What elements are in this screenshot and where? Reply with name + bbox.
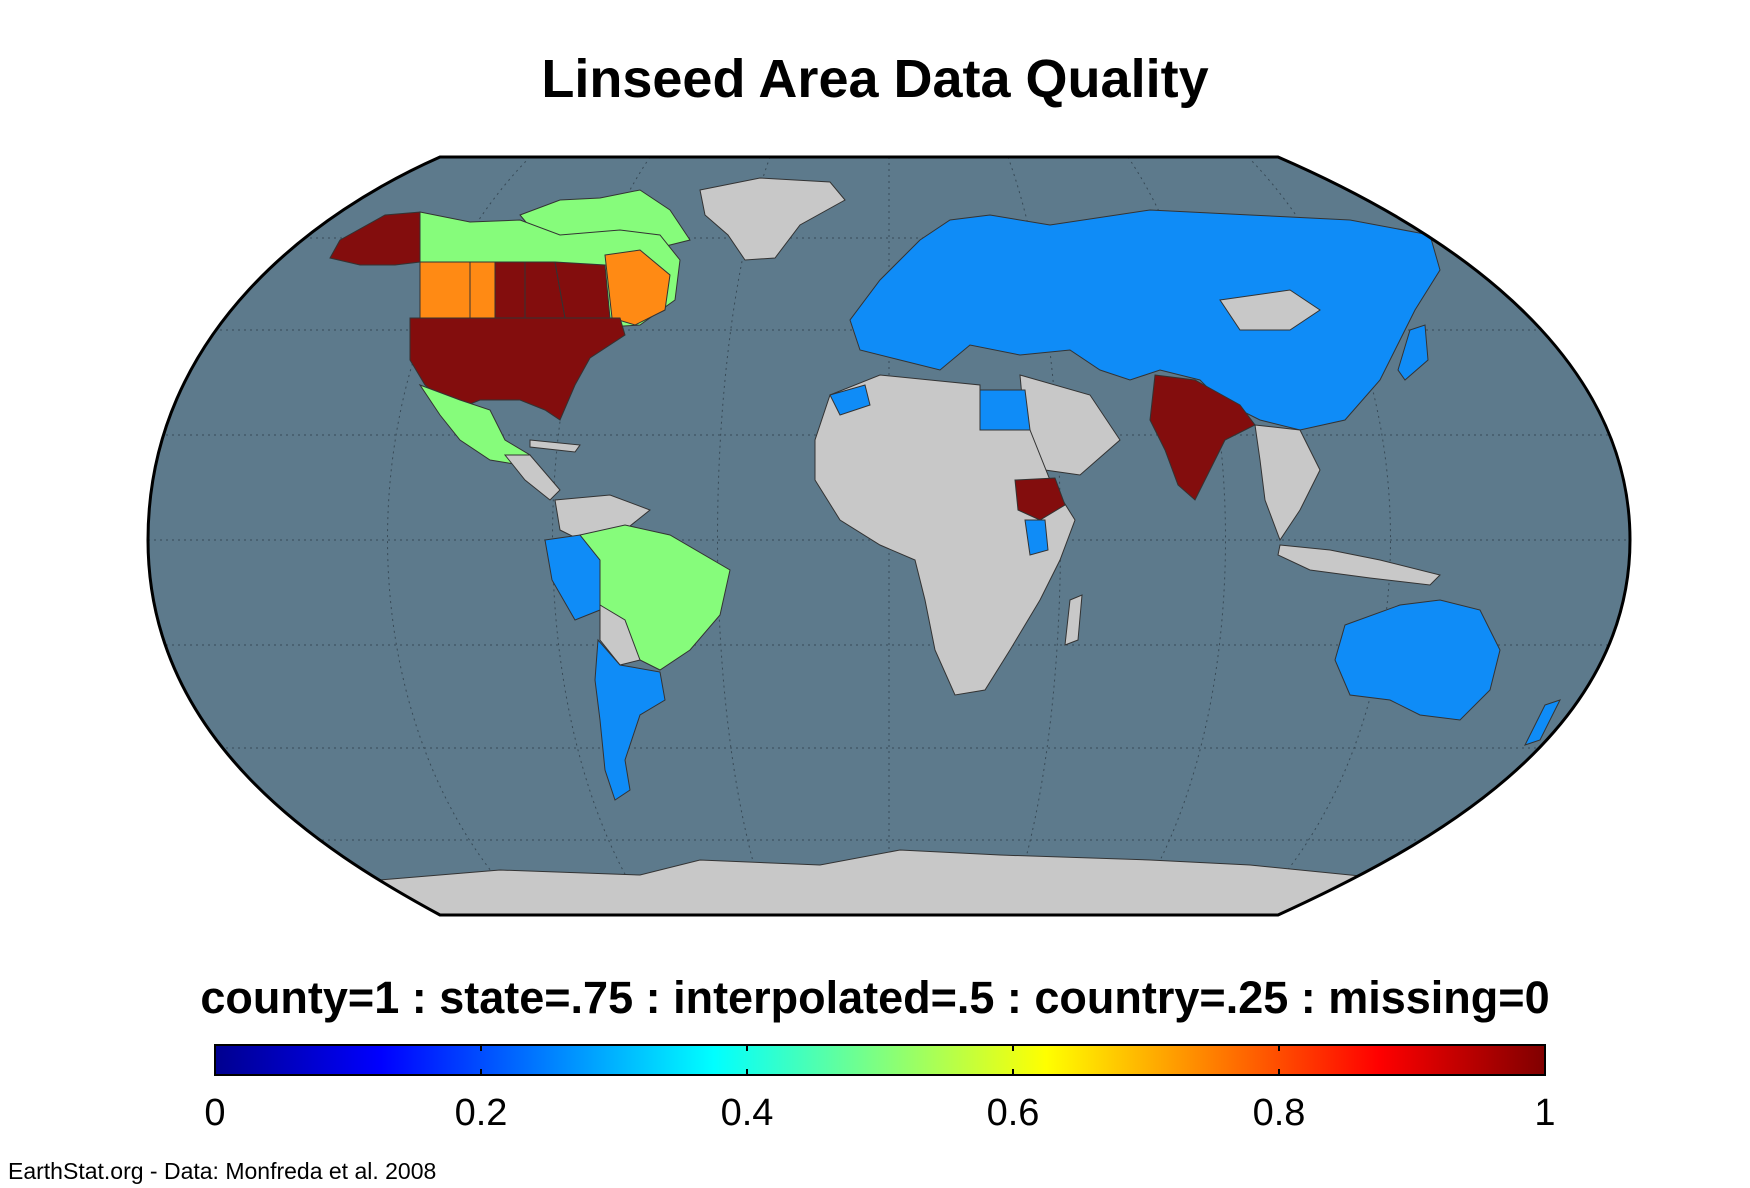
southeast-asia [1254, 424, 1321, 542]
ontario [554, 261, 611, 319]
alberta [469, 261, 496, 319]
map-title: Linseed Area Data Quality [541, 49, 1209, 109]
colorbar-tick-label: 0.6 [986, 1092, 1040, 1134]
saskatchewan [494, 261, 526, 319]
mongolia [1219, 289, 1321, 331]
usa [409, 317, 626, 421]
morocco [829, 384, 871, 416]
alaska [329, 211, 421, 266]
central-america [503, 454, 561, 501]
bolivia-paraguay [599, 604, 641, 666]
cuba [529, 439, 581, 453]
colorbar-tick-label: 0 [204, 1092, 226, 1134]
brazil [579, 524, 731, 671]
india [1149, 374, 1256, 501]
africa [814, 374, 1076, 696]
british-columbia [419, 261, 471, 319]
colorbar-tick-label: 0.8 [1252, 1092, 1306, 1134]
colorbar-tick-label: 0.2 [454, 1092, 508, 1134]
madagascar [1064, 594, 1083, 646]
indonesia [1277, 544, 1441, 586]
japan [1397, 324, 1429, 381]
australia [1334, 599, 1501, 721]
globe-border [146, 155, 1632, 917]
egypt [979, 389, 1031, 431]
kenya [1024, 519, 1049, 556]
colorbar-tick-label: 0.4 [720, 1092, 774, 1134]
argentina-chile [594, 638, 666, 801]
ethiopia [1014, 477, 1066, 521]
antarctica [379, 849, 1501, 915]
greenland [699, 177, 846, 261]
new-zealand [1524, 699, 1561, 746]
legend-caption: county=1 : state=.75 : interpolated=.5 :… [200, 972, 1550, 1023]
colorbar-tick-label: 1 [1534, 1092, 1556, 1134]
data-credit: EarthStat.org - Data: Monfreda et al. 20… [8, 1158, 437, 1184]
